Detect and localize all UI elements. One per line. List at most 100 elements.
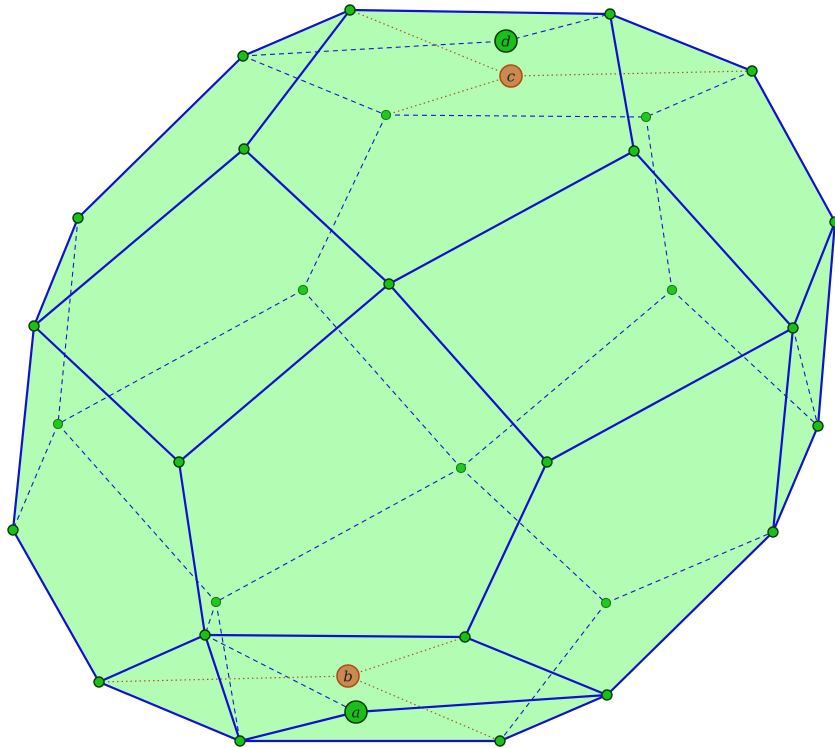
point-d: d bbox=[494, 29, 518, 53]
vertex bbox=[628, 145, 640, 157]
hidden-edge bbox=[242, 40, 507, 57]
hidden-vertex bbox=[640, 111, 652, 123]
edge bbox=[498, 693, 609, 743]
visible-vertices bbox=[7, 4, 835, 747]
edge bbox=[32, 147, 246, 328]
hidden-edge bbox=[671, 289, 819, 427]
vertex bbox=[344, 4, 356, 16]
edge bbox=[354, 693, 609, 714]
point-c-marker bbox=[499, 64, 523, 88]
point-b-marker bbox=[336, 664, 360, 688]
edge bbox=[387, 149, 636, 286]
polyhedron-fill bbox=[13, 10, 835, 741]
label-c: c bbox=[507, 68, 516, 86]
edge bbox=[750, 69, 835, 224]
edge bbox=[242, 8, 352, 151]
hidden-edge bbox=[57, 289, 304, 425]
edge bbox=[76, 54, 245, 220]
hidden-edge bbox=[302, 289, 462, 469]
edge bbox=[463, 460, 549, 639]
vertex bbox=[787, 322, 799, 334]
label-b: b bbox=[343, 668, 353, 686]
point-c: c bbox=[499, 64, 523, 88]
auxiliary-line bbox=[385, 75, 512, 116]
vertex bbox=[746, 65, 758, 77]
hidden-edge bbox=[460, 467, 607, 604]
hidden-edge bbox=[215, 467, 462, 603]
hidden-edge bbox=[605, 531, 774, 604]
hidden-vertex bbox=[600, 597, 612, 609]
edge bbox=[32, 216, 80, 328]
edge bbox=[463, 635, 609, 697]
visible-edges bbox=[11, 8, 835, 743]
edge bbox=[238, 710, 358, 743]
vertex bbox=[459, 631, 471, 643]
edge bbox=[605, 530, 775, 697]
vertex bbox=[541, 456, 553, 468]
hidden-edge bbox=[385, 114, 647, 118]
edge bbox=[203, 633, 242, 743]
point-d-marker bbox=[494, 29, 518, 53]
edge bbox=[32, 324, 181, 464]
hidden-edge bbox=[499, 602, 607, 742]
hidden-edge bbox=[242, 55, 387, 116]
edge bbox=[348, 8, 612, 16]
vertex bbox=[237, 50, 249, 62]
edge bbox=[11, 324, 36, 532]
vertex bbox=[7, 524, 19, 536]
vertex bbox=[199, 629, 211, 641]
hidden-edge bbox=[57, 423, 217, 603]
edge bbox=[608, 12, 636, 153]
point-a-marker bbox=[344, 700, 368, 724]
vertex bbox=[604, 8, 616, 20]
edge bbox=[608, 12, 754, 73]
edge bbox=[177, 460, 207, 637]
hidden-vertex bbox=[210, 596, 222, 608]
edge bbox=[816, 220, 835, 428]
hidden-edge bbox=[204, 634, 357, 713]
vertex bbox=[494, 735, 506, 747]
hidden-vertex bbox=[666, 284, 678, 296]
vertex bbox=[28, 320, 40, 332]
vertex bbox=[72, 212, 84, 224]
auxiliary-lines bbox=[98, 9, 753, 742]
edge bbox=[791, 220, 835, 330]
hidden-edges bbox=[12, 13, 819, 742]
vertex bbox=[383, 278, 395, 290]
label-a: a bbox=[352, 704, 361, 722]
edge bbox=[241, 8, 352, 58]
vertex bbox=[767, 526, 779, 538]
hidden-edge bbox=[645, 70, 753, 118]
edge bbox=[387, 282, 549, 464]
hidden-vertex bbox=[380, 109, 392, 121]
hidden-edge bbox=[215, 601, 241, 742]
vertex bbox=[812, 420, 824, 432]
hidden-vertex bbox=[455, 462, 467, 474]
vertex bbox=[234, 735, 246, 747]
edge bbox=[632, 149, 795, 330]
hidden-edge bbox=[57, 217, 79, 425]
vertex bbox=[238, 143, 250, 155]
hidden-edge bbox=[460, 289, 673, 469]
edge bbox=[177, 282, 391, 464]
hidden-vertex bbox=[297, 284, 309, 296]
edge bbox=[11, 528, 101, 684]
vertex bbox=[93, 676, 105, 688]
vertex bbox=[601, 689, 613, 701]
point-a: a bbox=[344, 700, 368, 724]
edge bbox=[97, 680, 242, 743]
edge bbox=[203, 633, 467, 639]
auxiliary-line bbox=[349, 9, 512, 77]
label-d: d bbox=[501, 33, 511, 51]
auxiliary-line bbox=[98, 675, 349, 683]
hidden-edge bbox=[12, 423, 59, 531]
edge bbox=[545, 326, 795, 464]
hidden-edge bbox=[204, 601, 217, 636]
auxiliary-line bbox=[347, 675, 501, 742]
hidden-edge bbox=[645, 116, 673, 291]
hidden-edge bbox=[792, 327, 819, 427]
edge bbox=[771, 424, 820, 534]
edge bbox=[771, 326, 795, 534]
point-b: b bbox=[336, 664, 360, 688]
